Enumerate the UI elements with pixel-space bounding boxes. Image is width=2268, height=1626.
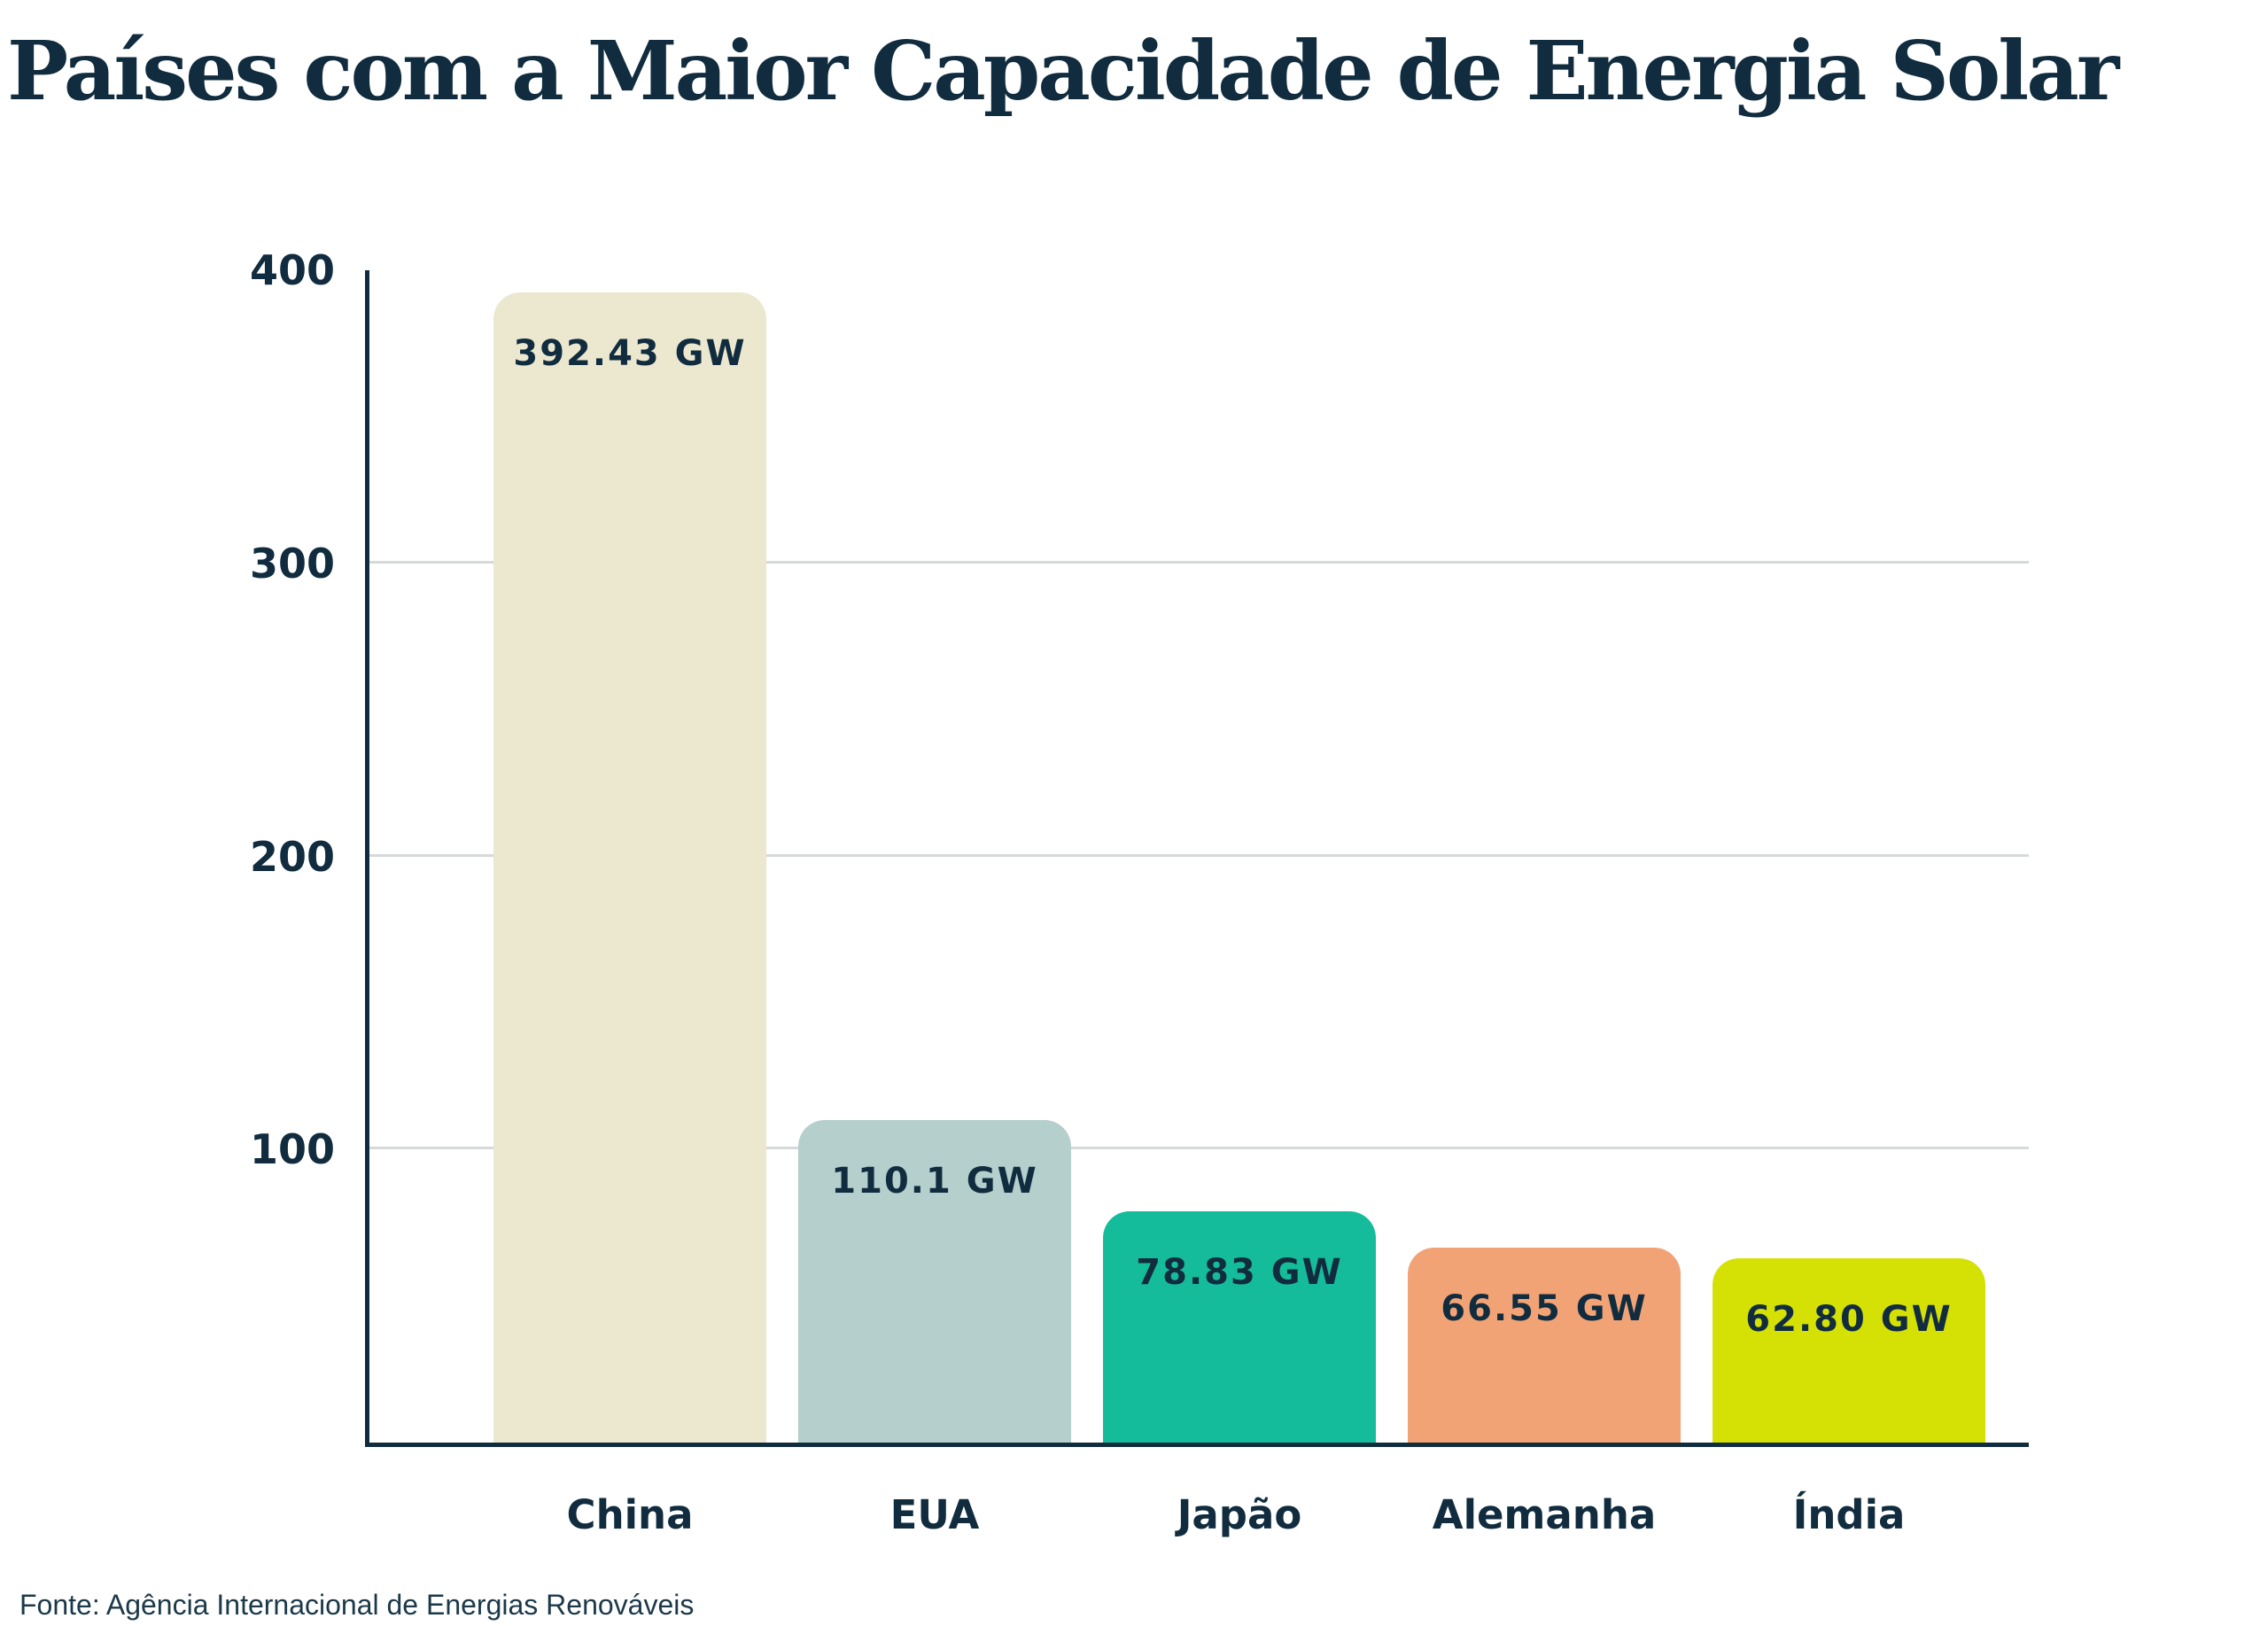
y-tick-100: 100 [249,1125,335,1174]
x-axis-labels: China EUA Japão Alemanha Índia [493,1491,1985,1538]
bar-alemanha: 66.55 GW [1408,1247,1681,1443]
x-label-china: China [566,1491,694,1538]
bar-eua: 110.1 GW [798,1119,1071,1443]
bars-row: 392.43 GW 110.1 GW 78.83 GW 66.55 GW 62.… [493,270,1985,1443]
bar-india: 62.80 GW [1713,1258,1985,1443]
chart-title: Países com a Maior Capacidade de Energia… [7,23,2119,119]
gridline-300 [369,560,2029,564]
x-label-eua: EUA [889,1491,980,1538]
plot-area: 392.43 GW 110.1 GW 78.83 GW 66.55 GW 62.… [365,270,2029,1447]
gridline-200 [369,853,2029,857]
bar-value-china: 392.43 GW [513,333,747,374]
x-label-alemanha: Alemanha [1432,1491,1657,1538]
bar-value-eua: 110.1 GW [831,1160,1038,1202]
y-tick-300: 300 [249,539,335,587]
y-tick-200: 200 [249,832,335,881]
bar-china: 392.43 GW [493,292,766,1443]
bar-value-india: 62.80 GW [1745,1299,1953,1341]
bar-value-japao: 78.83 GW [1136,1252,1343,1294]
bar-japao: 78.83 GW [1103,1211,1376,1443]
bar-value-alemanha: 66.55 GW [1441,1288,1648,1329]
gridline-100 [369,1147,2029,1150]
x-label-india: Índia [1792,1491,1906,1538]
source-note: Fonte: Agência Internacional de Energias… [19,1589,695,1621]
x-label-japao: Japão [1177,1491,1302,1538]
y-tick-400: 400 [249,246,335,294]
